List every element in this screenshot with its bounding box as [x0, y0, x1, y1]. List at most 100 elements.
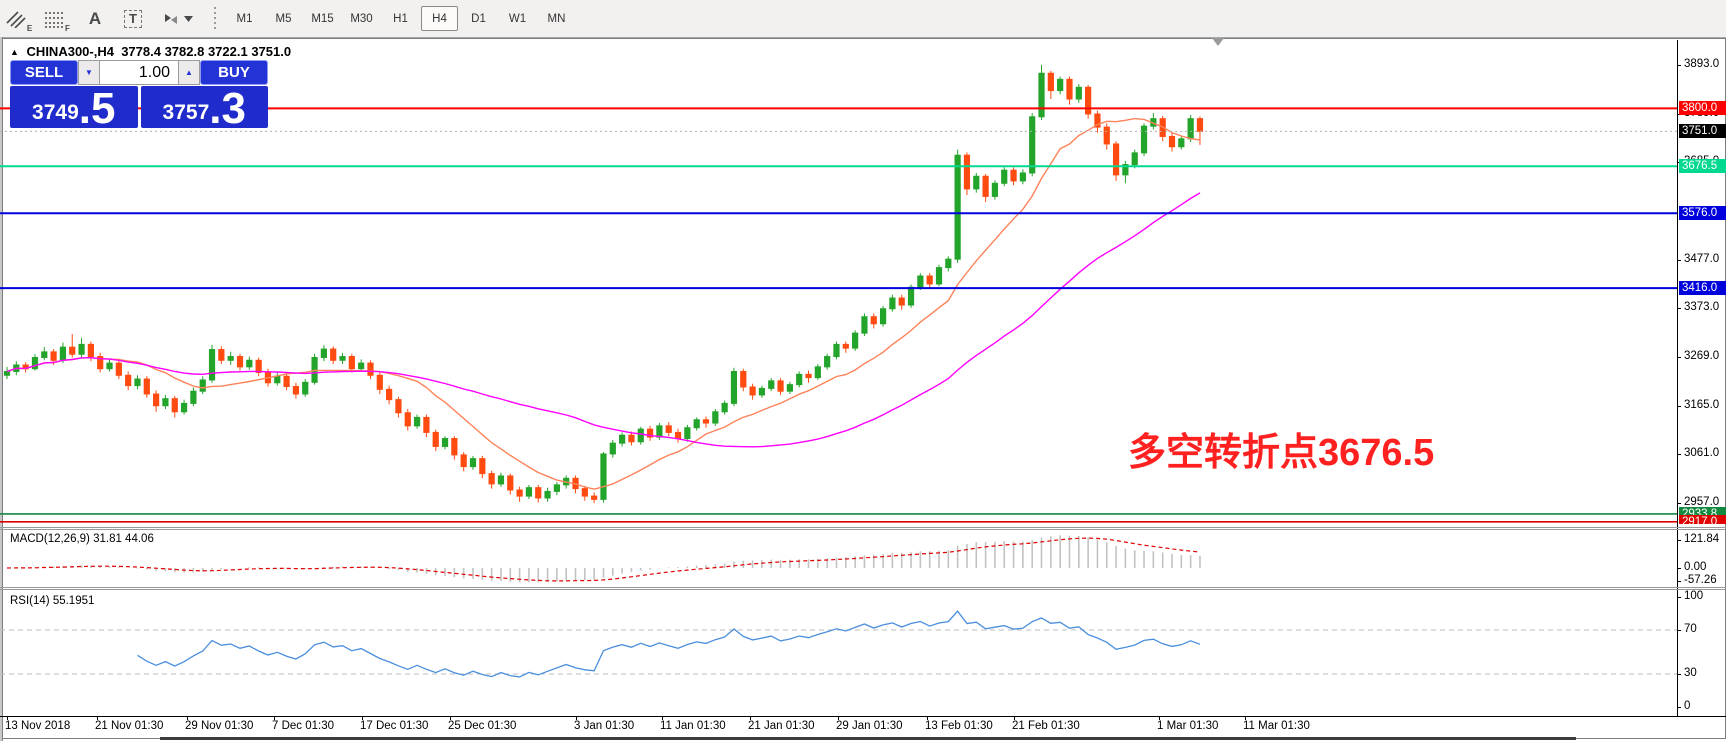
- macd-tick-label: 121.84: [1684, 532, 1720, 545]
- price-tick-label: 2957.0: [1684, 496, 1720, 509]
- volume-input[interactable]: [100, 60, 178, 85]
- rsi-label: RSI(14) 55.1951: [10, 595, 95, 607]
- time-tick-label: 1 Mar 01:30: [1157, 720, 1219, 732]
- price-badge: 3576.0: [1679, 206, 1726, 221]
- text-label-icon: T: [124, 9, 142, 28]
- volume-down-button[interactable]: ▼: [78, 60, 100, 85]
- price-tick: [1677, 503, 1681, 505]
- text-label-tool-button[interactable]: T: [116, 4, 150, 34]
- rsi-tick: [1677, 674, 1681, 675]
- ohlc-values: 3778.4 3782.8 3722.1 3751.0: [121, 44, 292, 59]
- time-tick-label: 21 Feb 01:30: [1012, 720, 1080, 732]
- time-tick: [927, 716, 928, 720]
- timeframe-button-m5[interactable]: M5: [275, 12, 292, 25]
- sell-price-display[interactable]: 3749.5: [10, 86, 138, 130]
- time-tick: [97, 716, 98, 720]
- rsi-tick: [1677, 707, 1681, 708]
- time-tick-label: 29 Jan 01:30: [836, 720, 903, 732]
- time-tick: [450, 716, 451, 720]
- arrows-icon: [165, 13, 177, 24]
- buy-button[interactable]: BUY: [200, 60, 268, 85]
- price-badge: 3416.0: [1679, 281, 1726, 296]
- chart-shift-marker[interactable]: [1212, 38, 1224, 46]
- time-tick: [750, 716, 751, 720]
- price-tick: [1677, 405, 1681, 407]
- fibonacci-icon: [45, 11, 64, 28]
- price-tick: [1677, 64, 1681, 66]
- time-tick: [7, 716, 8, 720]
- time-tick-label: 11 Jan 01:30: [660, 720, 726, 732]
- macd-label: MACD(12,26,9) 31.81 44.06: [10, 533, 154, 545]
- price-tick-label: 3893.0: [1684, 57, 1720, 70]
- time-tick-label: 11 Mar 01:30: [1243, 720, 1310, 732]
- symbol-period-label: CHINA300-,H4: [26, 44, 114, 59]
- toolbar: E F A T M1 M5 M15 M30 H1 H4 D1 W1 MN: [0, 0, 1726, 38]
- rsi-tick: [1677, 630, 1681, 631]
- time-tick-label: 21 Nov 01:30: [95, 720, 164, 732]
- sell-button[interactable]: SELL: [10, 60, 78, 85]
- price-tick: [1677, 454, 1681, 456]
- price-tick: [1677, 357, 1681, 359]
- time-tick: [662, 716, 663, 720]
- timeframe-button-h4[interactable]: H4: [421, 6, 458, 31]
- macd-tick-label: -57.26: [1684, 574, 1717, 587]
- rsi-tick-label: 100: [1684, 590, 1704, 602]
- timeframe-bar: M1 M5 M15 M30 H1 H4 D1 W1 MN: [225, 6, 576, 31]
- rsi-tick-label: 0: [1684, 700, 1691, 712]
- rsi-tick: [1677, 597, 1681, 598]
- timeframe-button-w1[interactable]: W1: [508, 12, 527, 25]
- rsi-tick-label: 30: [1684, 667, 1697, 679]
- one-click-trade-panel: SELL ▼ ▲ BUY 3749.5 3757.3: [10, 60, 268, 130]
- time-tick: [187, 716, 188, 720]
- chart-annotation-text: 多空转折点3676.5: [1128, 432, 1435, 474]
- time-tick-label: 3 Jan 01:30: [574, 720, 635, 732]
- text-tool-button[interactable]: A: [78, 4, 112, 34]
- time-tick-label: 21 Jan 01:30: [748, 720, 815, 732]
- time-tick: [362, 716, 363, 720]
- price-badge: 3800.0: [1679, 101, 1726, 116]
- price-badge: 3751.0: [1679, 124, 1726, 139]
- time-tick-label: 13 Nov 2018: [5, 720, 71, 732]
- window-left-edge: [0, 37, 3, 741]
- timeframe-button-m1[interactable]: M1: [236, 12, 253, 25]
- timeframe-button-h1[interactable]: H1: [393, 12, 408, 25]
- price-badge: 2917.0: [1679, 514, 1726, 524]
- horizontal-scrollbar-thumb[interactable]: [160, 737, 1576, 740]
- time-tick-label: 25 Dec 01:30: [448, 720, 517, 732]
- arrows-tool-button[interactable]: [154, 4, 200, 34]
- timeframe-button-mn[interactable]: MN: [547, 12, 566, 25]
- collapse-triangle-icon[interactable]: ▲: [10, 47, 19, 57]
- timeframe-button-m30[interactable]: M30: [350, 12, 373, 25]
- rsi-tick-label: 70: [1684, 623, 1697, 635]
- price-tick-label: 3165.0: [1684, 398, 1720, 411]
- time-tick-label: 7 Dec 01:30: [272, 720, 335, 732]
- price-tick-label: 3477.0: [1684, 252, 1720, 265]
- chart-title: ▲ CHINA300-,H4 3778.4 3782.8 3722.1 3751…: [10, 44, 291, 59]
- price-tick-label: 3269.0: [1684, 350, 1720, 363]
- price-tick: [1677, 308, 1681, 310]
- text-tool-icon: A: [88, 8, 102, 28]
- macd-tick: [1677, 568, 1681, 569]
- equidistant-channel-tool-button[interactable]: E: [2, 4, 36, 34]
- toolbar-grip[interactable]: [212, 6, 217, 31]
- timeframe-button-m15[interactable]: M15: [311, 12, 334, 25]
- fibonacci-tool-button[interactable]: F: [40, 4, 74, 34]
- price-tick: [1677, 259, 1681, 261]
- price-tick-label: 3061.0: [1684, 447, 1720, 460]
- time-tick-label: 29 Nov 01:30: [185, 720, 254, 732]
- macd-tick-label: 0.00: [1684, 561, 1707, 573]
- price-tick-label: 3373.0: [1684, 301, 1720, 314]
- buy-price-display[interactable]: 3757.3: [140, 86, 268, 130]
- volume-up-button[interactable]: ▲: [178, 60, 200, 85]
- timeframe-button-d1[interactable]: D1: [471, 12, 486, 25]
- time-tick-label: 13 Feb 01:30: [925, 720, 993, 732]
- time-tick: [1159, 716, 1160, 720]
- time-tick: [838, 716, 839, 720]
- time-tick: [274, 716, 275, 720]
- equidistant-channel-icon: [6, 10, 26, 28]
- chart-window-frame: [2, 38, 1726, 739]
- price-badge: 3676.5: [1679, 159, 1726, 174]
- time-tick: [1245, 716, 1246, 720]
- macd-tick: [1677, 539, 1681, 541]
- time-tick: [576, 716, 577, 720]
